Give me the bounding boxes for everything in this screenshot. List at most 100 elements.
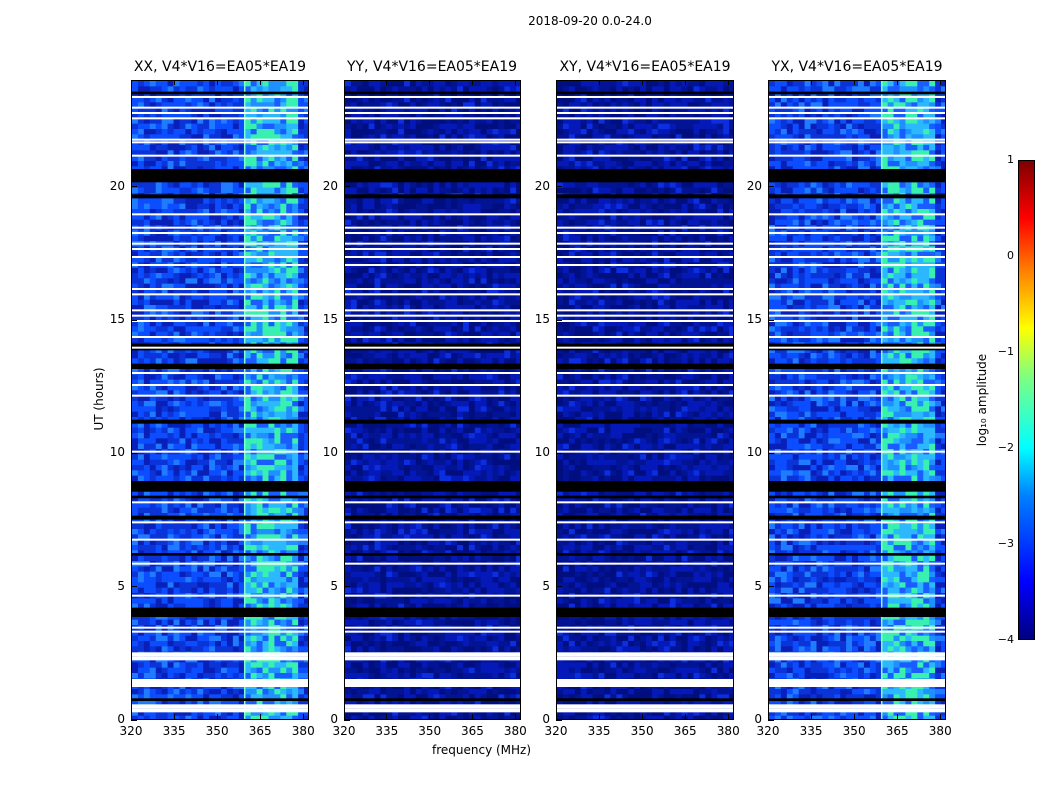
heatmap-cell	[221, 715, 228, 719]
heatmap-cell	[380, 107, 387, 114]
heatmap-cell	[173, 123, 180, 130]
heatmap-cell	[137, 518, 145, 524]
heatmap-cell	[173, 646, 180, 652]
heatmap-cell	[298, 603, 305, 610]
heatmap-cell	[463, 267, 470, 274]
heatmap-cell	[516, 209, 520, 215]
heatmap-cell	[173, 182, 180, 188]
heatmap-cell	[244, 475, 251, 482]
heatmap-cell	[155, 614, 162, 620]
heatmap-cell	[280, 555, 287, 562]
heatmap-cell	[244, 187, 251, 194]
heatmap-cell	[185, 571, 192, 578]
heatmap-cell	[209, 203, 216, 210]
heatmap-cell	[221, 433, 228, 439]
heatmap-cell	[137, 321, 145, 327]
heatmap-cell	[274, 673, 281, 679]
heatmap-cell	[179, 497, 186, 503]
heatmap-cell	[492, 81, 499, 87]
heatmap-cell	[463, 155, 470, 162]
heatmap-cell	[492, 310, 499, 316]
heatmap-cell	[274, 443, 281, 450]
heatmap-cell	[433, 273, 440, 279]
heatmap-cell	[292, 278, 299, 284]
heatmap-cell	[244, 534, 251, 540]
heatmap-cell	[203, 534, 210, 540]
heatmap-cell	[209, 257, 216, 263]
heatmap-cell	[221, 182, 228, 188]
heatmap-cell	[262, 219, 269, 226]
heatmap-cell	[274, 283, 281, 290]
heatmap-cell	[173, 385, 180, 391]
heatmap-cell	[386, 267, 393, 274]
heatmap-cell	[457, 267, 464, 274]
heatmap-cell	[463, 273, 470, 279]
heatmap-cell	[274, 102, 281, 108]
heatmap-cell	[132, 523, 139, 530]
heatmap-cell	[280, 710, 287, 716]
heatmap-cell	[232, 534, 240, 540]
heatmap-cell	[268, 598, 275, 604]
heatmap-cell	[427, 97, 434, 103]
heatmap-cell	[137, 347, 145, 354]
heatmap-cell	[421, 155, 428, 162]
heatmap-cell	[392, 214, 399, 220]
heatmap-cell	[149, 667, 157, 674]
heatmap-cell	[392, 129, 399, 135]
heatmap-cell	[421, 294, 428, 300]
heatmap-cell	[232, 603, 240, 610]
heatmap-cell	[268, 401, 275, 407]
heatmap-cell	[161, 598, 168, 604]
heatmap-cell	[498, 129, 505, 135]
heatmap-cell	[179, 150, 186, 156]
heatmap-cell	[292, 534, 299, 540]
heatmap-cell	[274, 694, 281, 700]
heatmap-cell	[143, 518, 151, 524]
heatmap-cell	[474, 145, 481, 151]
heatmap-cell	[468, 129, 476, 135]
heatmap-cell	[256, 390, 263, 396]
heatmap-cell	[474, 129, 481, 135]
heatmap-cell	[457, 86, 464, 92]
heatmap-cell	[510, 289, 517, 295]
heatmap-cell	[232, 145, 240, 151]
heatmap-cell	[250, 411, 257, 418]
heatmap-cell	[137, 401, 145, 407]
heatmap-cell	[368, 278, 375, 284]
heatmap-cell	[143, 566, 151, 572]
heatmap-cell	[292, 113, 299, 119]
heatmap-cell	[268, 614, 275, 620]
heatmap-cell	[132, 347, 139, 354]
heatmap-cell	[386, 203, 393, 210]
heatmap-cell	[386, 97, 393, 103]
heatmap-cell	[155, 401, 162, 407]
heatmap-cell	[209, 534, 216, 540]
heatmap-cell	[167, 406, 174, 412]
heatmap-cell	[504, 251, 511, 258]
heatmap-cell	[304, 331, 308, 338]
heatmap-cell	[504, 299, 511, 306]
heatmap-cell	[274, 214, 281, 220]
heatmap-cell	[185, 123, 192, 130]
heatmap-cell	[492, 235, 499, 242]
heatmap-cell	[286, 113, 293, 119]
heatmap-cell	[415, 219, 422, 226]
heatmap-cell	[304, 278, 308, 284]
heatmap-cell	[298, 518, 305, 524]
heatmap-cell	[244, 331, 251, 338]
heatmap-cell	[280, 641, 287, 647]
heatmap-cell	[368, 310, 375, 316]
panel-title-xx: XX, V4*V16=EA05*EA19	[133, 59, 307, 75]
heatmap-cell	[215, 209, 222, 215]
heatmap-cell	[256, 577, 263, 583]
heatmap-cell	[250, 443, 257, 450]
heatmap-cell	[480, 289, 487, 295]
heatmap-cell	[209, 326, 216, 332]
heatmap-cell	[298, 107, 305, 114]
heatmap-cell	[161, 470, 168, 476]
heatmap-cell	[268, 305, 275, 311]
heatmap-cell	[155, 81, 162, 87]
heatmap-cell	[392, 97, 399, 103]
heatmap-cell	[516, 134, 520, 140]
heatmap-cell	[232, 113, 240, 119]
